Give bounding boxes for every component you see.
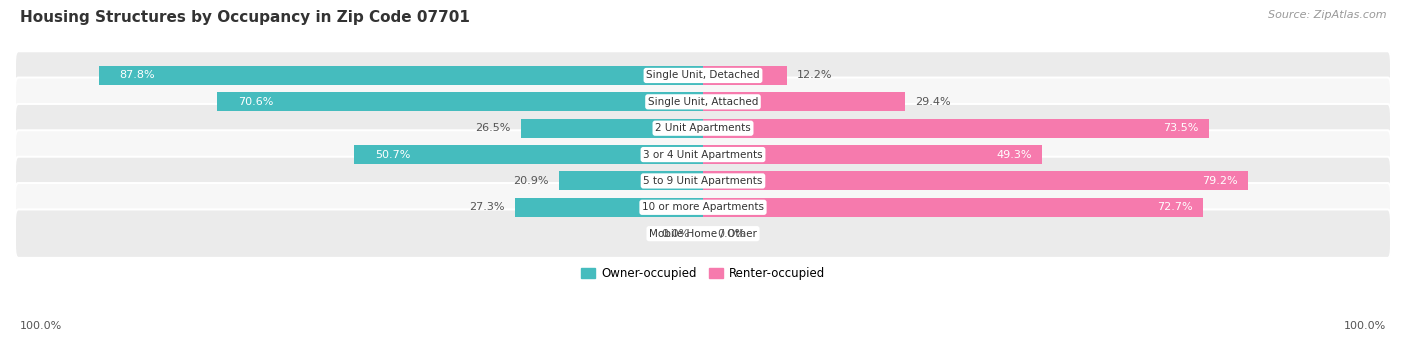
FancyBboxPatch shape [15,157,1391,205]
FancyBboxPatch shape [15,51,1391,100]
Text: 50.7%: 50.7% [375,150,411,160]
FancyBboxPatch shape [15,77,1391,126]
Text: 10 or more Apartments: 10 or more Apartments [643,202,763,212]
Text: 73.5%: 73.5% [1163,123,1198,133]
Bar [703,198,1204,217]
Text: 0.0%: 0.0% [661,229,689,239]
Bar [703,66,787,85]
Bar [703,92,905,111]
FancyBboxPatch shape [15,104,1391,152]
Text: 72.7%: 72.7% [1157,202,1192,212]
Text: Source: ZipAtlas.com: Source: ZipAtlas.com [1268,10,1386,20]
Text: 26.5%: 26.5% [475,123,510,133]
FancyBboxPatch shape [15,130,1391,179]
Text: 27.3%: 27.3% [470,202,505,212]
Text: Mobile Home / Other: Mobile Home / Other [650,229,756,239]
Text: 100.0%: 100.0% [20,321,62,331]
Bar [703,145,1042,164]
Text: 3 or 4 Unit Apartments: 3 or 4 Unit Apartments [643,150,763,160]
Bar [98,66,703,85]
Text: 100.0%: 100.0% [1344,321,1386,331]
FancyBboxPatch shape [15,209,1391,258]
Text: 70.6%: 70.6% [238,97,273,107]
Text: Housing Structures by Occupancy in Zip Code 07701: Housing Structures by Occupancy in Zip C… [20,10,470,25]
Bar [703,119,1209,138]
FancyBboxPatch shape [15,183,1391,232]
Text: Single Unit, Detached: Single Unit, Detached [647,71,759,80]
Text: Single Unit, Attached: Single Unit, Attached [648,97,758,107]
Text: 5 to 9 Unit Apartments: 5 to 9 Unit Apartments [644,176,762,186]
Bar [520,119,703,138]
Bar [515,198,703,217]
Legend: Owner-occupied, Renter-occupied: Owner-occupied, Renter-occupied [576,262,830,284]
Text: 20.9%: 20.9% [513,176,548,186]
Text: 49.3%: 49.3% [997,150,1032,160]
Bar [703,172,1249,190]
Text: 2 Unit Apartments: 2 Unit Apartments [655,123,751,133]
Bar [560,172,703,190]
Bar [218,92,703,111]
Bar [354,145,703,164]
Text: 29.4%: 29.4% [915,97,952,107]
Text: 79.2%: 79.2% [1202,176,1237,186]
Text: 87.8%: 87.8% [120,71,155,80]
Text: 0.0%: 0.0% [717,229,745,239]
Text: 12.2%: 12.2% [797,71,832,80]
